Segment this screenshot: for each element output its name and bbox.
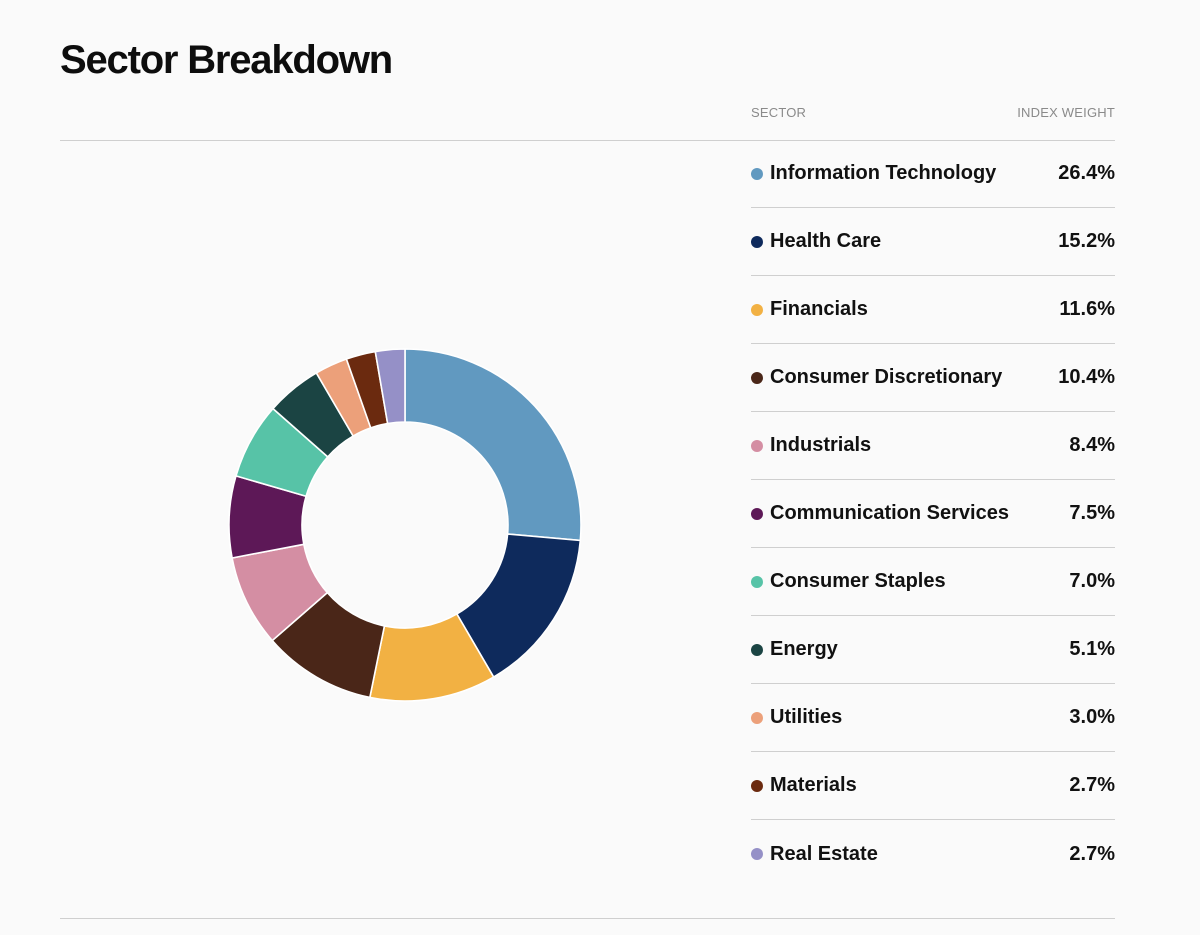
sector-cell: Information Technology (751, 162, 996, 185)
sector-label: Real Estate (770, 842, 878, 865)
index-weight-value: 10.4% (1058, 366, 1115, 388)
sector-cell: Industrials (751, 434, 871, 457)
sector-label: Utilities (770, 706, 843, 728)
sector-label: Information Technology (770, 162, 997, 184)
legend-swatch-dot (751, 643, 763, 656)
donut-chart-container (220, 340, 590, 710)
index-weight-value: 7.5% (1069, 502, 1115, 524)
column-header-index-weight: INDEX WEIGHT (1017, 104, 1115, 120)
index-weight-value: 11.6% (1059, 298, 1115, 320)
sector-label: Industrials (770, 434, 872, 456)
column-header-sector: SECTOR (751, 104, 807, 120)
sector-cell: Real Estate (751, 843, 878, 866)
legend-swatch-dot (751, 848, 763, 860)
legend-swatch-dot (751, 303, 763, 316)
top-divider (60, 140, 1115, 141)
sector-cell: Financials (751, 298, 868, 321)
sector-label: Materials (770, 774, 857, 796)
legend-swatch-dot (751, 439, 763, 452)
sector-cell: Consumer Discretionary (751, 366, 1002, 389)
table-row: Energy 5.1% (751, 616, 1115, 684)
table-row: Health Care 15.2% (751, 208, 1115, 276)
index-weight-value: 2.7% (1069, 774, 1115, 796)
index-weight-value: 8.4% (1069, 434, 1115, 456)
legend-swatch-dot (751, 711, 763, 724)
page-title: Sector Breakdown (60, 38, 393, 82)
sector-cell: Consumer Staples (751, 570, 946, 593)
sector-label: Consumer Discretionary (770, 366, 1003, 388)
sector-label: Health Care (770, 230, 882, 252)
table-row: Consumer Staples 7.0% (751, 548, 1115, 616)
legend-swatch-dot (751, 575, 763, 588)
table-header: SECTOR INDEX WEIGHT (751, 96, 1115, 128)
index-weight-value: 15.2% (1058, 230, 1115, 252)
sector-cell: Energy (751, 638, 838, 661)
sector-cell: Utilities (751, 706, 842, 729)
legend-swatch-dot (751, 167, 763, 180)
table-row: Consumer Discretionary 10.4% (751, 344, 1115, 412)
sector-label: Communication Services (770, 502, 1009, 524)
table-row: Materials 2.7% (751, 752, 1115, 820)
table-row: Industrials 8.4% (751, 412, 1115, 480)
sector-label: Energy (770, 638, 838, 660)
sector-cell: Communication Services (751, 502, 1009, 525)
legend-swatch-dot (751, 371, 763, 384)
donut-slice-information-technology (404, 348, 582, 542)
index-weight-value: 7.0% (1069, 570, 1115, 592)
sector-label: Consumer Staples (770, 570, 946, 592)
table-row: Communication Services 7.5% (751, 480, 1115, 548)
table-row: Real Estate 2.7% (751, 820, 1115, 888)
legend-swatch-dot (751, 507, 763, 520)
table-row: Financials 11.6% (751, 276, 1115, 344)
index-weight-value: 5.1% (1069, 638, 1115, 660)
table-row: Utilities 3.0% (751, 684, 1115, 752)
bottom-divider (60, 918, 1115, 919)
legend-swatch-dot (751, 235, 763, 248)
donut-slice-real-estate (374, 348, 406, 425)
index-weight-value: 3.0% (1069, 706, 1115, 728)
sector-cell: Materials (751, 774, 857, 797)
table-rows: Information Technology 26.4% Health Care 15… (751, 140, 1115, 888)
sector-table: SECTOR INDEX WEIGHT Information Technolo… (751, 96, 1115, 865)
table-row: Information Technology 26.4% (751, 140, 1115, 208)
index-weight-value: 2.7% (1069, 842, 1115, 865)
sector-cell: Health Care (751, 230, 881, 253)
index-weight-value: 26.4% (1058, 162, 1115, 184)
sector-label: Financials (770, 298, 868, 320)
legend-swatch-dot (751, 779, 763, 792)
donut-chart (228, 348, 582, 702)
